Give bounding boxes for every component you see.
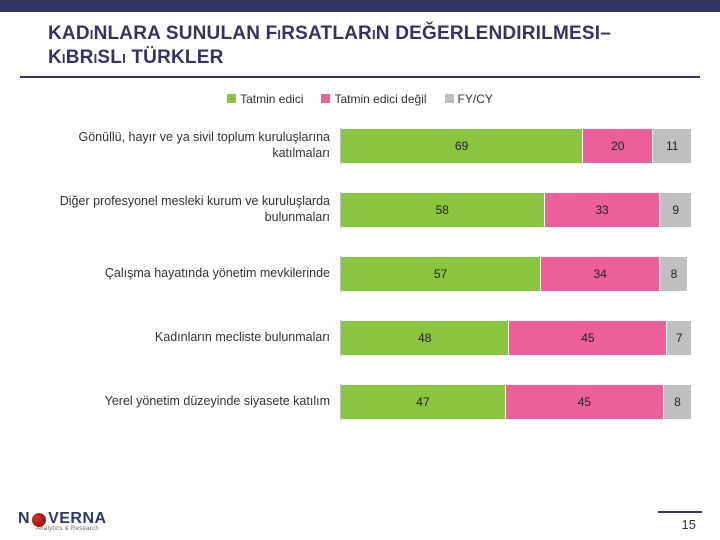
category-label: Kadınların mecliste bulunmaları — [20, 330, 340, 346]
bar-segment: 58 — [341, 192, 545, 228]
bar-track: 47458 — [340, 384, 692, 420]
legend-swatch-2 — [445, 94, 454, 103]
title-line-1: KADıNLARA SUNULAN FıRSATLARıN DEĞERLENDI… — [48, 22, 672, 46]
bar-segment: 8 — [664, 384, 692, 420]
bar-segment: 11 — [653, 128, 692, 164]
legend-label-0: Tatmin edici — [240, 92, 303, 106]
legend-label-2: FY/CY — [458, 92, 493, 106]
bar-segment: 45 — [506, 384, 664, 420]
legend-label-1: Tatmin edici değil — [334, 92, 426, 106]
legend-swatch-0 — [227, 94, 236, 103]
bar-track: 48457 — [340, 320, 692, 356]
category-label: Çalışma hayatında yönetim mevkilerinde — [20, 266, 340, 282]
category-label: Yerel yönetim düzeyinde siyasete katılım — [20, 394, 340, 410]
category-label: Diğer profesyonel mesleki kurum ve kurul… — [20, 194, 340, 225]
bar-segment: 8 — [660, 256, 688, 292]
legend-swatch-1 — [321, 94, 330, 103]
chart-row: Yerel yönetim düzeyinde siyasete katılım… — [20, 370, 692, 434]
chart-row: Çalışma hayatında yönetim mevkilerinde57… — [20, 242, 692, 306]
chart-row: Kadınların mecliste bulunmaları48457 — [20, 306, 692, 370]
legend-item-2: FY/CY — [445, 92, 493, 106]
title-line-2: KıBRıSLı TÜRKLER — [48, 46, 672, 70]
stacked-bar-chart: Gönüllü, hayır ve ya sivil toplum kurulu… — [0, 114, 720, 434]
bar-segment: 9 — [660, 192, 692, 228]
chart-row: Diğer profesyonel mesleki kurum ve kurul… — [20, 178, 692, 242]
logo: N VERNA Analytics & Research — [18, 510, 107, 532]
bar-track: 58339 — [340, 192, 692, 228]
bar-segment: 48 — [341, 320, 509, 356]
logo-globe-icon — [32, 513, 46, 527]
bar-segment: 47 — [341, 384, 506, 420]
logo-subtitle: Analytics & Research — [36, 526, 107, 532]
bar-segment: 69 — [341, 128, 583, 164]
bar-segment: 33 — [545, 192, 661, 228]
category-label: Gönüllü, hayır ve ya sivil toplum kurulu… — [20, 130, 340, 161]
bar-segment: 45 — [509, 320, 667, 356]
page-number: 15 — [658, 511, 702, 532]
legend-item-1: Tatmin edici değil — [321, 92, 426, 106]
bar-segment: 20 — [583, 128, 653, 164]
header-accent-bar — [0, 0, 720, 12]
bar-track: 692011 — [340, 128, 692, 164]
slide-title: KADıNLARA SUNULAN FıRSATLARıN DEĞERLENDI… — [20, 12, 700, 78]
bar-segment: 57 — [341, 256, 541, 292]
bar-track: 57348 — [340, 256, 692, 292]
logo-text-left: N — [18, 510, 30, 528]
slide-footer: N VERNA Analytics & Research 15 — [0, 510, 720, 532]
chart-legend: Tatmin edici Tatmin edici değil FY/CY — [0, 78, 720, 114]
chart-row: Gönüllü, hayır ve ya sivil toplum kurulu… — [20, 114, 692, 178]
bar-segment: 7 — [667, 320, 692, 356]
legend-item-0: Tatmin edici — [227, 92, 303, 106]
bar-segment: 34 — [541, 256, 660, 292]
